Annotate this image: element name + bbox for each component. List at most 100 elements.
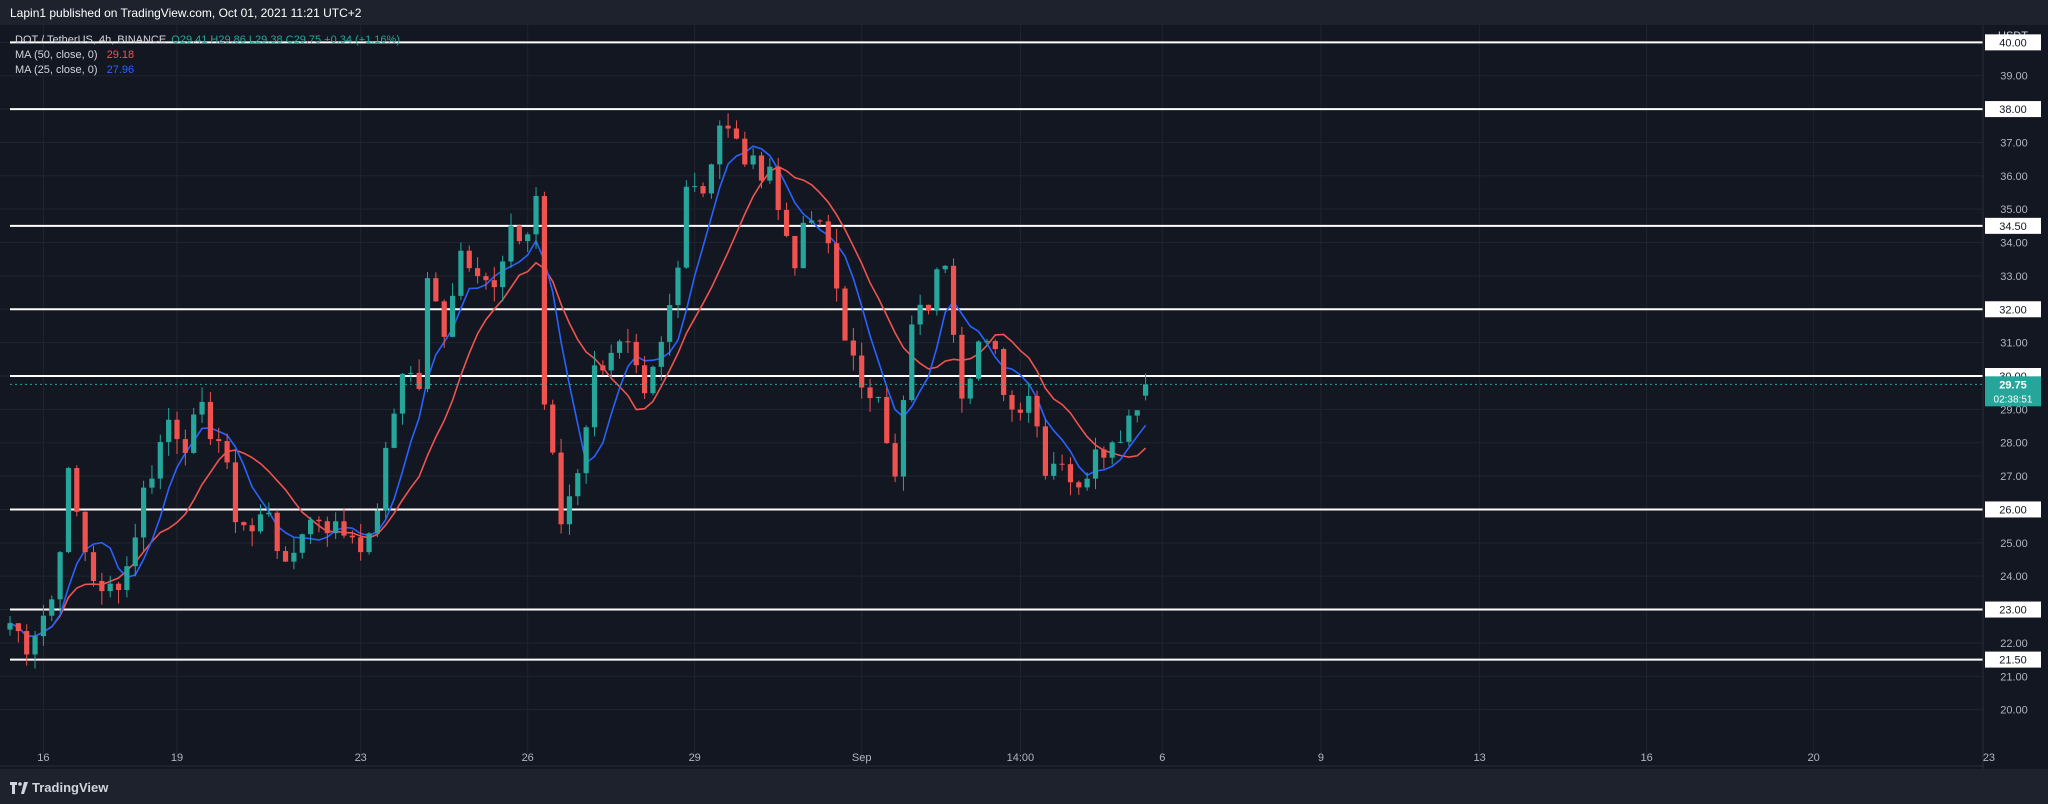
- candle-body: [625, 341, 631, 343]
- candle: [633, 333, 639, 374]
- candle-body: [1001, 349, 1007, 395]
- time-tick-label: 6: [1159, 752, 1165, 764]
- candle: [558, 438, 564, 534]
- ma50-value: 29.18: [106, 49, 135, 61]
- candle-body: [115, 583, 122, 591]
- price-tick-label: 21.00: [2000, 671, 2028, 683]
- candle: [708, 163, 714, 199]
- candle: [909, 315, 915, 403]
- tradingview-logo[interactable]: TradingView: [10, 780, 108, 795]
- candle-body: [132, 537, 138, 567]
- candle-body: [1143, 384, 1149, 396]
- candle-body: [750, 155, 756, 165]
- candle-body: [533, 195, 539, 235]
- candle: [942, 264, 948, 274]
- candle: [1084, 472, 1090, 491]
- candle: [1117, 430, 1124, 444]
- level-badge-label: 40.00: [1999, 37, 2027, 49]
- candle: [391, 408, 397, 449]
- candle-body: [383, 447, 389, 511]
- symbol-title[interactable]: DOT / TetherUS, 4h, BINANCE: [15, 34, 167, 46]
- candle-body: [1017, 409, 1023, 413]
- time-tick-label: Sep: [852, 752, 872, 764]
- candle: [859, 342, 865, 399]
- candle-body: [358, 537, 364, 553]
- candle-body: [825, 221, 831, 244]
- candle: [658, 336, 664, 381]
- candle-body: [817, 220, 823, 222]
- candle: [141, 480, 147, 552]
- candle: [934, 267, 940, 316]
- candle-body: [834, 243, 840, 289]
- price-chart[interactable]: USDT20.0021.0022.0023.0024.0025.0026.002…: [0, 25, 2048, 769]
- candle: [608, 344, 614, 379]
- price-axis: USDT20.0021.0022.0023.0024.0025.0026.002…: [10, 25, 2048, 769]
- chart-panel[interactable]: USDT20.0021.0022.0023.0024.0025.0026.002…: [0, 25, 2048, 769]
- level-badge-label: 26.00: [1999, 504, 2027, 516]
- time-tick-label: 23: [1983, 752, 1995, 764]
- candle-body: [525, 234, 531, 242]
- candle-body: [1026, 395, 1032, 413]
- ma25-label[interactable]: MA (25, close, 0): [15, 64, 98, 76]
- candle: [475, 257, 481, 284]
- candle: [767, 158, 773, 184]
- ma25-series: [9, 145, 1147, 637]
- candle-body: [1034, 395, 1040, 427]
- candle: [500, 255, 506, 302]
- candle: [692, 172, 698, 192]
- candle-body: [249, 525, 255, 532]
- candle: [817, 219, 823, 226]
- candle-body: [1101, 449, 1107, 458]
- candle-body: [658, 341, 664, 367]
- candle: [575, 469, 581, 506]
- candle-body: [266, 512, 272, 515]
- candle-body: [867, 387, 873, 399]
- candle-body: [1109, 442, 1115, 458]
- candle: [166, 407, 172, 456]
- candle: [1134, 410, 1140, 423]
- candle-body: [600, 365, 606, 371]
- candle: [24, 624, 30, 666]
- price-tick-label: 22.00: [2000, 638, 2028, 650]
- level-badge-label: 21.50: [1999, 655, 2027, 667]
- candle-body: [667, 305, 673, 342]
- candle: [992, 339, 998, 354]
- candle: [625, 328, 631, 354]
- candle: [15, 623, 21, 643]
- countdown-label: 02:38:51: [1994, 394, 2033, 405]
- candle-body: [950, 265, 957, 335]
- ma50-label[interactable]: MA (50, close, 0): [15, 49, 98, 61]
- candle-body: [758, 155, 765, 181]
- candle-body: [441, 301, 447, 337]
- candle-body: [324, 521, 330, 534]
- time-tick-label: 23: [355, 752, 367, 764]
- time-tick-label: 13: [1473, 752, 1485, 764]
- candle: [124, 556, 130, 598]
- candle: [1101, 446, 1107, 469]
- footer-bar: TradingView: [0, 769, 2048, 804]
- candle: [383, 441, 389, 519]
- candle-body: [232, 462, 239, 523]
- candle: [1092, 437, 1099, 490]
- price-tick-label: 37.00: [2000, 137, 2028, 149]
- price-tick-label: 39.00: [2000, 71, 2028, 83]
- candle: [1051, 452, 1057, 480]
- candle-body: [308, 519, 314, 535]
- candle-body: [692, 186, 698, 188]
- candle: [1001, 347, 1007, 402]
- candle-body: [675, 267, 681, 306]
- candle-body: [291, 552, 297, 562]
- candle: [742, 131, 748, 167]
- time-tick-label: 26: [522, 752, 534, 764]
- time-tick-label: 9: [1318, 752, 1324, 764]
- candle: [366, 532, 372, 555]
- candle: [224, 433, 230, 470]
- candle-body: [959, 334, 965, 399]
- candle-body: [850, 340, 856, 356]
- candle-body: [433, 278, 439, 302]
- candle-body: [483, 276, 489, 281]
- candle: [650, 365, 656, 396]
- level-badge: [1985, 101, 2041, 118]
- tradingview-brand: TradingView: [32, 780, 109, 795]
- candle-body: [642, 365, 648, 394]
